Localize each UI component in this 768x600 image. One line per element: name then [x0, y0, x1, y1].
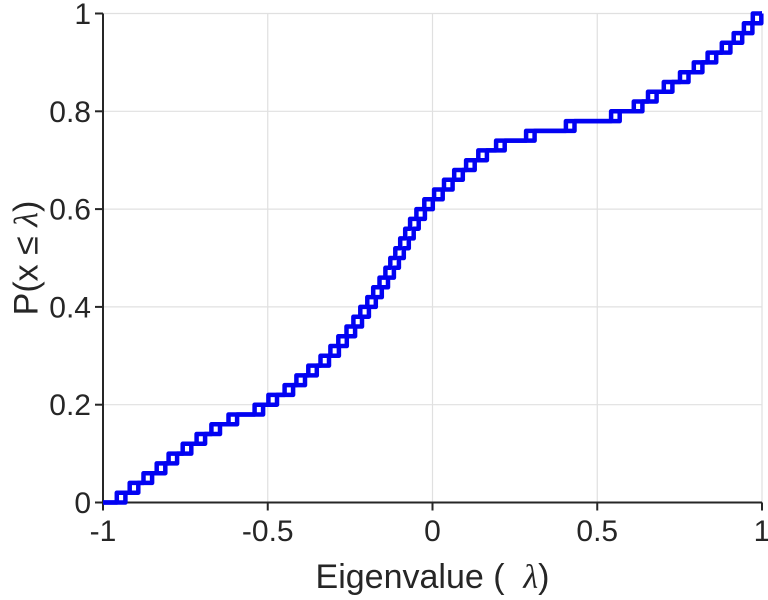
y-tick-label: 0.8	[49, 96, 91, 129]
x-tick-label: 1	[754, 515, 768, 548]
y-axis-label: P(x ≤ λ)	[7, 200, 46, 316]
lambda-symbol: λ	[8, 212, 46, 227]
x-axis-label-text: Eigenvalue (	[315, 558, 524, 596]
x-tick-label: 0	[424, 515, 441, 548]
x-axis-label: Eigenvalue ( λ)	[103, 560, 762, 595]
y-tick-label: 0.4	[49, 291, 91, 324]
x-tick-label: -1	[90, 515, 117, 548]
y-tick-label: 0.6	[49, 194, 91, 227]
y-axis-label-text: P(x ≤	[7, 226, 46, 316]
y-tick-label: 0.2	[49, 389, 91, 422]
x-tick-label: 0.5	[576, 515, 618, 548]
x-tick-label: -0.5	[242, 515, 294, 548]
y-axis-label-close: )	[7, 200, 46, 213]
y-tick-label: 0	[74, 487, 91, 520]
cdf-step-line-2	[103, 11, 764, 505]
x-axis-label-close: )	[538, 558, 550, 596]
y-tick-label: 1	[74, 0, 91, 31]
lambda-symbol: λ	[523, 559, 539, 596]
